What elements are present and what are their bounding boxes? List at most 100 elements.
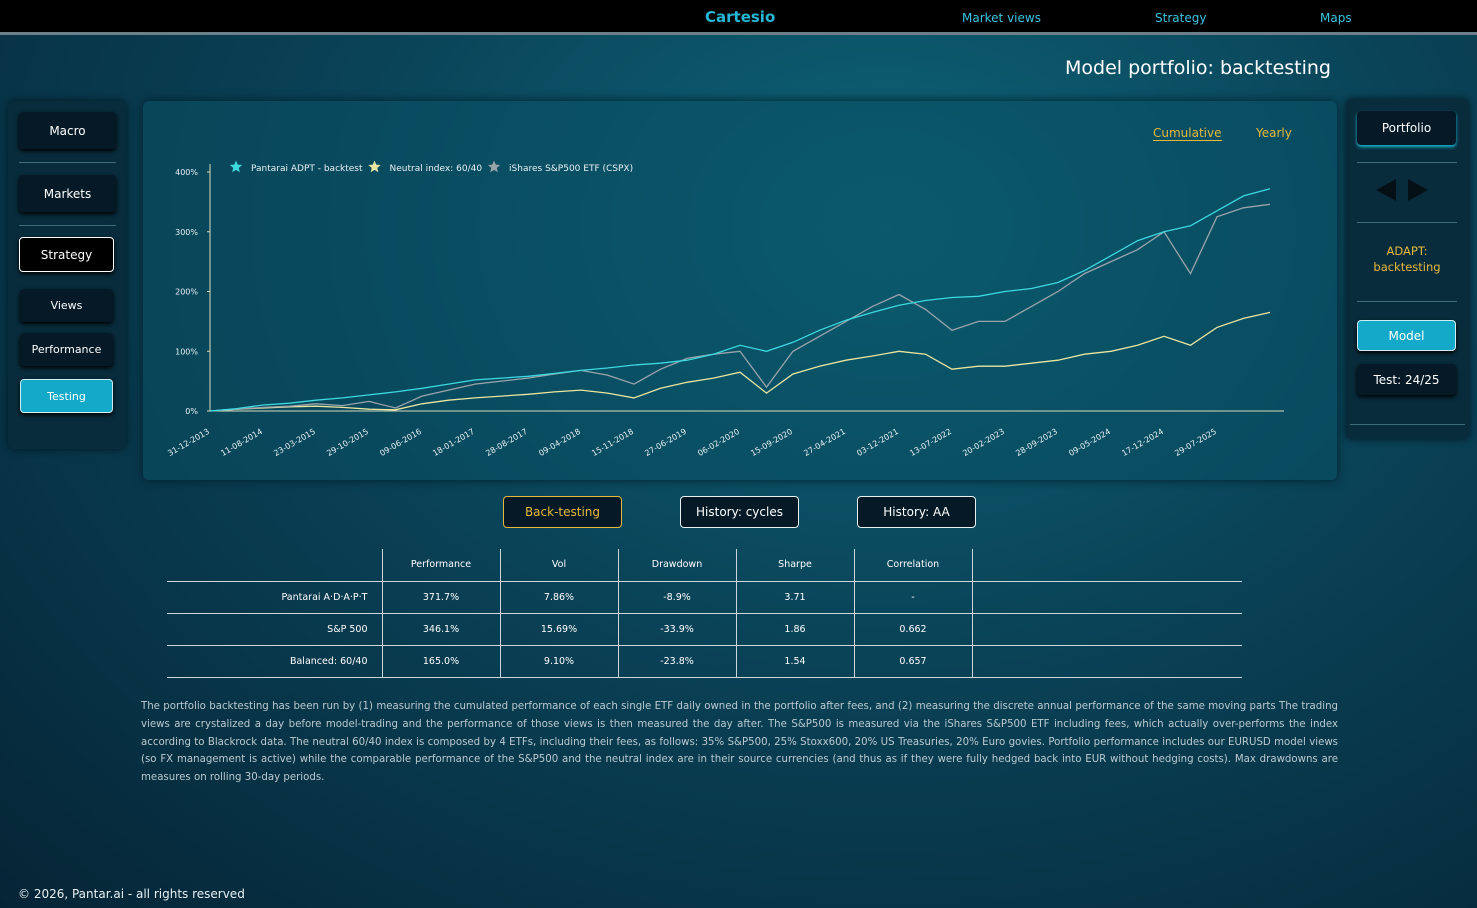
footer: © 2026, Pantar.ai - all rights reserved	[18, 887, 245, 901]
model-button[interactable]: Model	[1357, 320, 1456, 351]
table-header: Performance Vol Drawdown Sharpe Correlation	[167, 549, 1242, 582]
legend-label: iShares S&P500 ETF (CSPX)	[509, 164, 633, 174]
chart: 0% 100% 200% 300% 400% 31-12-2013 11-08-2014 23…	[166, 160, 1284, 458]
table-cell: 9.10%	[499, 645, 618, 678]
series-line	[209, 311, 1271, 412]
x-tick-label: 28-09-2023	[1014, 427, 1059, 458]
legend-label: Pantarai ADPT - backtest	[251, 164, 363, 174]
next-arrow[interactable]	[1408, 179, 1428, 201]
separator	[19, 225, 116, 226]
test-button[interactable]: Test: 24/25	[1357, 364, 1456, 395]
table-cell: 165.0%	[381, 645, 500, 678]
empty-cell	[971, 613, 1242, 646]
table-cell: -	[853, 581, 972, 614]
series-line	[209, 188, 1271, 412]
separator	[1357, 222, 1457, 223]
table-cell: -33.9%	[617, 613, 736, 646]
column-header: Sharpe	[735, 549, 854, 582]
series-line	[209, 203, 1271, 412]
nav-link[interactable]: Maps	[1320, 11, 1352, 25]
empty-cell	[971, 645, 1242, 678]
x-tick-label: 09-06-2016	[378, 427, 423, 458]
table-row: S&P 500 346.1% 15.69% -33.9% 1.86 0.662	[167, 613, 1242, 646]
table-cell: 0.662	[853, 613, 972, 646]
x-tick-label: 13-07-2022	[908, 427, 953, 458]
nav-link[interactable]: Strategy	[1155, 11, 1207, 25]
y-tick-label: 200%	[175, 288, 198, 297]
y-tick-label: 300%	[175, 228, 198, 237]
chart-tab[interactable]: Yearly	[1256, 126, 1292, 140]
column-header: Correlation	[853, 549, 972, 582]
x-tick-label: 29-10-2015	[325, 427, 370, 458]
x-tick-label: 20-02-2023	[961, 427, 1006, 458]
x-tick-label: 11-08-2014	[219, 427, 264, 458]
x-tick-label: 15-11-2018	[590, 427, 635, 458]
y-tick-label: 0%	[185, 407, 198, 416]
separator	[19, 162, 116, 163]
legend-label: Neutral index: 60/40	[390, 164, 483, 174]
table-cell: 7.86%	[499, 581, 618, 614]
x-tick-label: 09-04-2018	[537, 427, 582, 458]
x-tick-label: 17-12-2024	[1120, 427, 1165, 458]
menu-button[interactable]: Markets	[19, 175, 116, 212]
submenu-button[interactable]: Views	[20, 289, 113, 322]
empty-cell	[971, 549, 1242, 582]
row-header: Pantarai A·D·A·P·T	[167, 581, 382, 614]
empty-cell	[971, 581, 1242, 614]
y-tick-label: 100%	[175, 347, 198, 356]
table-row: Balanced: 60/40 165.0% 9.10% -23.8% 1.54 0.65…	[167, 645, 1242, 678]
corner-cell	[167, 549, 382, 582]
x-tick-label: 09-05-2024	[1067, 427, 1112, 458]
note: The portfolio backtesting has been run b…	[141, 701, 1338, 784]
view-button[interactable]: Back-testing	[503, 496, 622, 528]
x-tick-label: 15-09-2020	[749, 427, 794, 458]
table-cell: 3.71	[735, 581, 854, 614]
navbar: Cartesio Market views Strategy Maps	[0, 0, 1477, 35]
submenu-button[interactable]: Testing	[20, 379, 113, 413]
x-tick-label: 29-07-2025	[1173, 427, 1218, 458]
brand[interactable]: Cartesio	[705, 8, 776, 26]
legend-marker	[229, 160, 243, 173]
row-header: Balanced: 60/40	[167, 645, 382, 678]
menu-button[interactable]: Strategy	[19, 237, 114, 272]
table-cell: -8.9%	[617, 581, 736, 614]
panel-label: ADAPT: backtesting	[1373, 244, 1441, 274]
table-cell: -23.8%	[617, 645, 736, 678]
separator	[1357, 162, 1457, 163]
x-tick-label: 27-06-2019	[643, 427, 688, 458]
column-header: Drawdown	[617, 549, 736, 582]
menu-button[interactable]: Macro	[19, 112, 116, 149]
column-header: Vol	[499, 549, 618, 582]
right-panel: Portfolio ADAPT: backtesting Model Test:…	[1346, 99, 1469, 439]
chart-tab[interactable]: Cumulative	[1153, 126, 1222, 141]
column-header: Performance	[381, 549, 500, 582]
stats-table: Performance Vol Drawdown Sharpe Correlation P…	[167, 549, 1242, 678]
y-tick-label: 400%	[175, 168, 198, 177]
x-tick-label: 23-03-2015	[272, 427, 317, 458]
view-button[interactable]: History: AA	[857, 496, 976, 528]
legend-marker	[487, 160, 501, 173]
portfolio-button[interactable]: Portfolio	[1357, 111, 1456, 145]
x-tick-label: 18-01-2017	[431, 427, 476, 458]
separator	[1357, 301, 1457, 302]
left-menu: Macro Markets Strategy Views Performance…	[8, 101, 126, 449]
row-header: S&P 500	[167, 613, 382, 646]
x-tick-label: 03-12-2021	[855, 427, 900, 458]
page-title: Model portfolio: backtesting	[1065, 57, 1331, 79]
table-cell: 371.7%	[381, 581, 500, 614]
table-cell: 1.86	[735, 613, 854, 646]
arrows	[1376, 179, 1428, 201]
separator	[1350, 424, 1465, 425]
table-cell: 346.1%	[381, 613, 500, 646]
nav-link[interactable]: Market views	[962, 11, 1041, 25]
legend-marker	[368, 160, 381, 173]
view-button[interactable]: History: cycles	[680, 496, 799, 528]
x-tick-label: 06-02-2020	[696, 427, 741, 458]
table-cell: 1.54	[735, 645, 854, 678]
x-tick-label: 27-04-2021	[802, 427, 847, 458]
table-cell: 15.69%	[499, 613, 618, 646]
prev-arrow[interactable]	[1376, 179, 1396, 201]
x-tick-label: 31-12-2013	[166, 427, 211, 458]
submenu-button[interactable]: Performance	[20, 333, 113, 366]
